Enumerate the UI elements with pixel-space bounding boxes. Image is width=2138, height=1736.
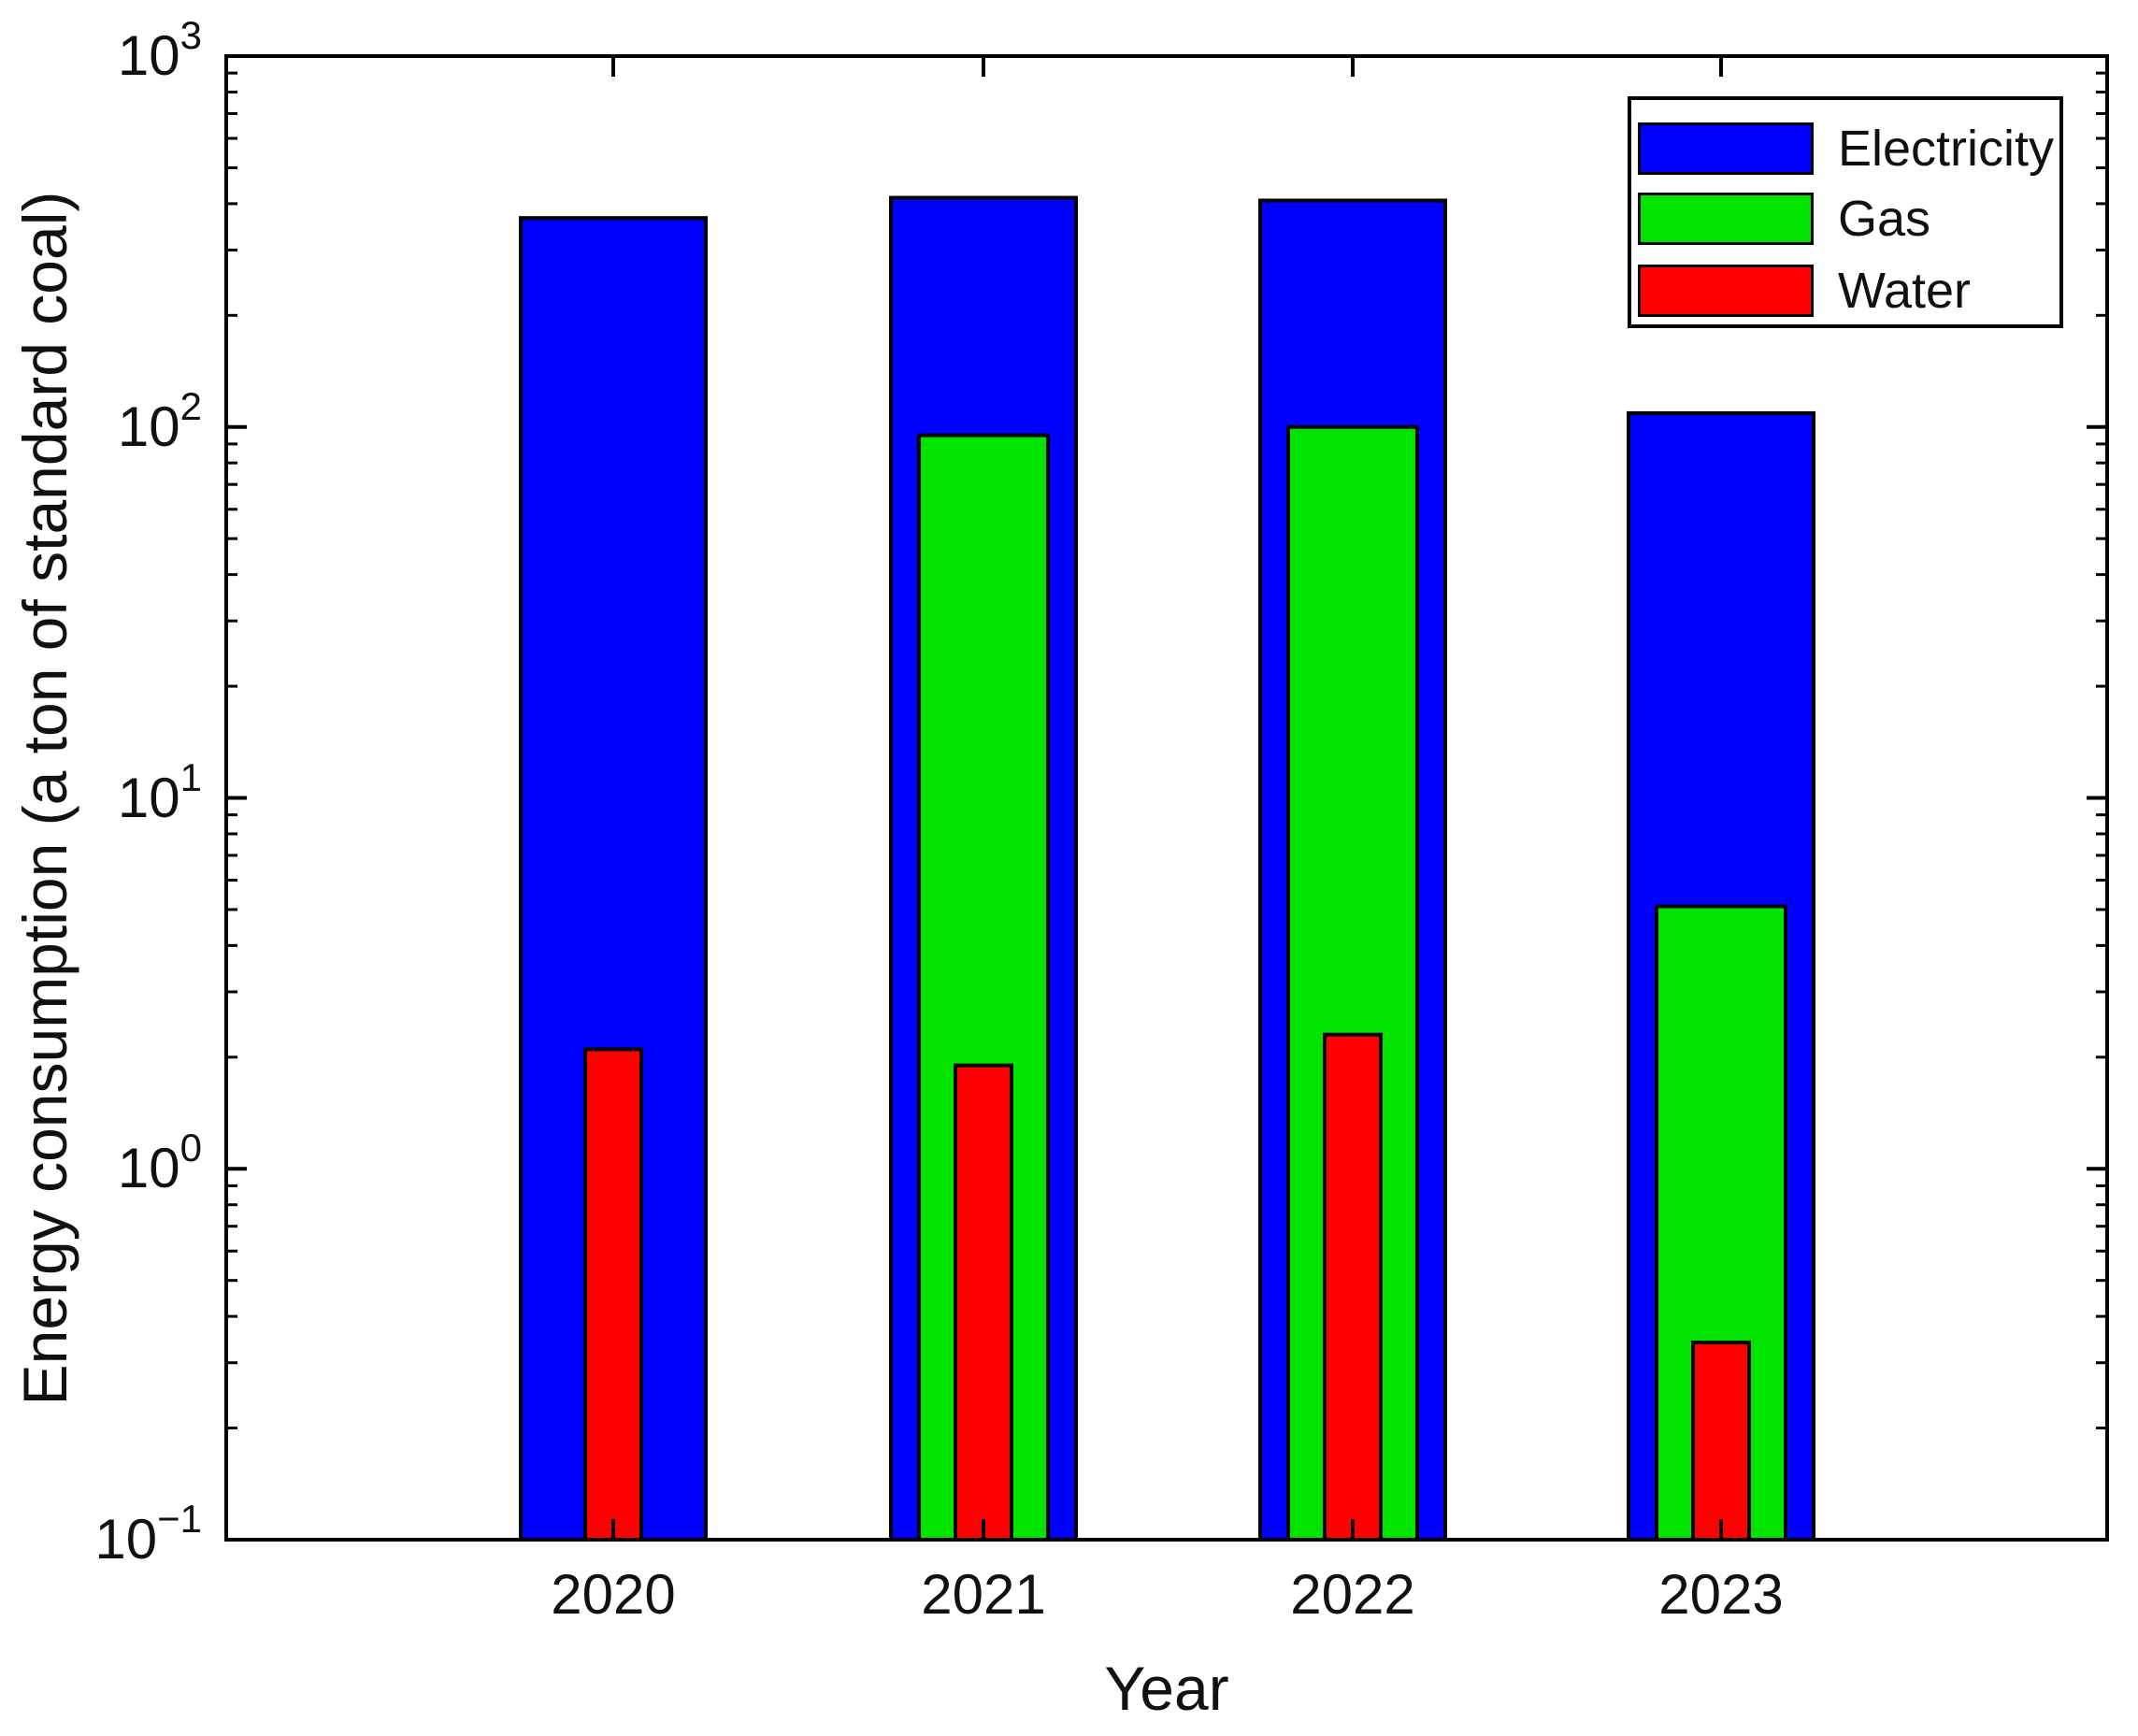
bar-water-2021 bbox=[954, 1063, 1013, 1542]
legend: Electricity Gas Water bbox=[1628, 96, 2063, 328]
axis-ticks bbox=[226, 54, 2107, 1542]
x-tick-label-2021: 2021 bbox=[921, 1563, 1046, 1626]
bar-water-2020 bbox=[583, 1047, 643, 1542]
legend-item-gas: Gas bbox=[1638, 190, 1930, 248]
legend-item-water: Water bbox=[1638, 262, 1971, 320]
x-axis-label: Year bbox=[1104, 1654, 1229, 1723]
y-axis-label: Energy consumption (a ton of standard co… bbox=[10, 191, 79, 1405]
y-tick-label-10e1: 101 bbox=[117, 754, 202, 829]
legend-swatch-electricity bbox=[1638, 122, 1814, 175]
y-tick-label-10e-1: 10−1 bbox=[94, 1497, 202, 1571]
y-tick-label-10e0: 100 bbox=[117, 1126, 202, 1200]
x-tick-label-2020: 2020 bbox=[551, 1563, 676, 1626]
legend-label-gas: Gas bbox=[1838, 191, 1931, 247]
legend-label-water: Water bbox=[1838, 263, 1972, 319]
x-tick-label-2022: 2022 bbox=[1290, 1563, 1415, 1626]
bar-water-2023 bbox=[1691, 1341, 1751, 1542]
legend-swatch-water bbox=[1638, 265, 1814, 317]
x-tick-label-2023: 2023 bbox=[1658, 1563, 1784, 1626]
legend-item-electricity: Electricity bbox=[1638, 120, 2054, 178]
bar-water-2022 bbox=[1323, 1032, 1383, 1542]
legend-label-electricity: Electricity bbox=[1838, 121, 2055, 177]
legend-swatch-gas bbox=[1638, 193, 1814, 245]
y-tick-label-10e3: 103 bbox=[117, 13, 202, 87]
y-tick-label-10e2: 102 bbox=[117, 383, 202, 458]
